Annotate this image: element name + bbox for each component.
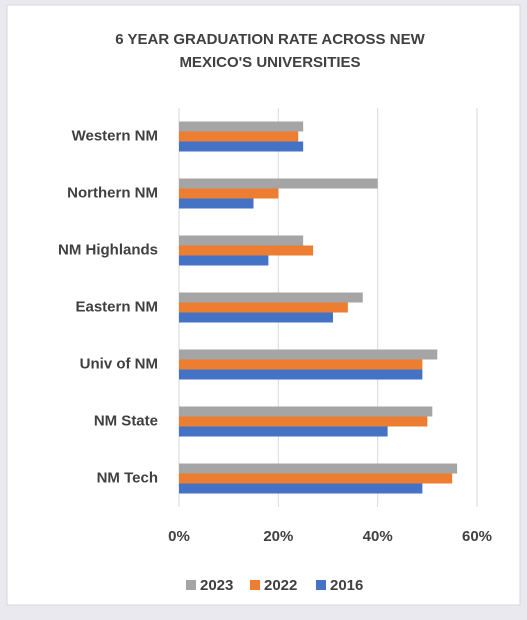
bar: [179, 483, 423, 494]
legend-swatch: [186, 580, 196, 590]
bar: [179, 406, 433, 417]
bar: [179, 235, 304, 246]
bar: [179, 473, 453, 484]
bar: [179, 131, 299, 142]
x-tick-label: 60%: [462, 528, 492, 545]
chart-title: 6 YEAR GRADUATION RATE ACROSS NEW: [115, 31, 425, 48]
bar: [179, 312, 333, 323]
legend-label: 2022: [264, 577, 297, 594]
x-tick-label: 40%: [363, 528, 393, 545]
bar: [179, 121, 304, 132]
bar: [179, 369, 423, 380]
legend-swatch: [316, 580, 326, 590]
bar: [179, 188, 279, 199]
legend-swatch: [250, 580, 260, 590]
y-tick-label: Univ of NM: [80, 355, 158, 372]
x-tick-label: 0%: [168, 528, 190, 545]
bar: [179, 292, 363, 303]
bar: [179, 141, 304, 152]
chart-title: MEXICO'S UNIVERSITIES: [179, 54, 360, 71]
bar: [179, 349, 438, 360]
legend-label: 2016: [330, 577, 363, 594]
bar: [179, 255, 269, 266]
bar: [179, 463, 458, 474]
bar: [179, 416, 428, 427]
bar: [179, 302, 348, 313]
y-tick-label: Eastern NM: [75, 298, 158, 315]
y-tick-label: NM Tech: [97, 469, 158, 486]
bar: [179, 198, 254, 209]
y-tick-label: NM Highlands: [58, 241, 158, 258]
y-tick-label: NM State: [94, 412, 158, 429]
x-tick-label: 20%: [263, 528, 293, 545]
y-tick-label: Northern NM: [67, 184, 158, 201]
bar: [179, 359, 423, 370]
bar: [179, 426, 388, 437]
y-tick-label: Western NM: [72, 127, 158, 144]
bar: [179, 178, 378, 189]
legend-label: 2023: [200, 577, 233, 594]
bar: [179, 245, 314, 256]
